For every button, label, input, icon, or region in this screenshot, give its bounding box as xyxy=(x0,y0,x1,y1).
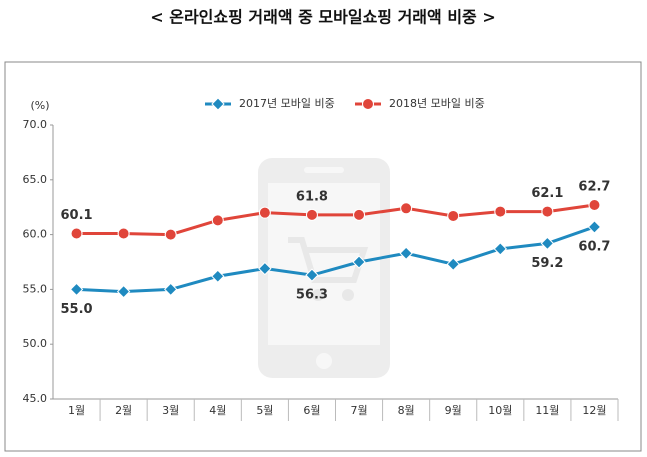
x-tick-label: 11월 xyxy=(535,404,559,417)
data-point xyxy=(447,209,460,222)
legend-item: 2017년 모바일 비중 xyxy=(205,96,335,111)
data-point xyxy=(258,261,272,276)
y-tick-label: 55.0 xyxy=(23,282,48,295)
y-unit: (%) xyxy=(30,99,49,112)
legend-item: 2018년 모바일 비중 xyxy=(355,96,485,110)
legend-label: 2018년 모바일 비중 xyxy=(389,96,485,110)
legend-label: 2017년 모바일 비중 xyxy=(239,96,335,110)
x-tick-label: 2월 xyxy=(115,404,132,417)
y-tick-label: 45.0 xyxy=(23,392,48,405)
data-point xyxy=(541,205,554,218)
data-label: 62.7 xyxy=(578,180,610,195)
series-line xyxy=(76,203,595,237)
data-label: 59.2 xyxy=(531,256,563,271)
data-label: 60.1 xyxy=(61,208,93,223)
y-tick-label: 65.0 xyxy=(23,173,48,186)
data-point xyxy=(353,208,366,221)
data-label: 61.8 xyxy=(296,189,328,204)
x-tick-label: 4월 xyxy=(209,404,226,417)
data-point xyxy=(258,206,271,219)
data-point xyxy=(493,242,507,256)
x-tick-label: 12월 xyxy=(582,404,606,417)
data-point xyxy=(399,246,413,260)
y-tick-label: 70.0 xyxy=(23,118,48,131)
data-label: 56.3 xyxy=(296,288,328,303)
data-point xyxy=(117,227,130,240)
data-point xyxy=(587,220,602,234)
data-point xyxy=(69,282,84,297)
x-tick-label: 9월 xyxy=(445,404,462,417)
data-point xyxy=(352,255,366,269)
x-tick-label: 6월 xyxy=(303,404,320,417)
data-point xyxy=(305,268,319,282)
data-point xyxy=(446,257,460,271)
data-point xyxy=(400,202,413,215)
data-point xyxy=(164,228,177,241)
x-tick-label: 5월 xyxy=(256,404,273,417)
data-point xyxy=(211,269,225,283)
x-tick-label: 7월 xyxy=(350,404,367,417)
x-tick-label: 10월 xyxy=(488,404,512,417)
legend-marker xyxy=(211,97,225,111)
legend-marker xyxy=(362,98,374,110)
data-label: 60.7 xyxy=(578,239,610,254)
data-point xyxy=(70,227,83,240)
series-line xyxy=(76,225,595,294)
data-point xyxy=(540,236,555,251)
data-point xyxy=(211,214,224,227)
y-tick-label: 50.0 xyxy=(23,337,48,350)
x-tick-label: 1월 xyxy=(68,404,85,417)
data-label: 55.0 xyxy=(61,302,93,317)
chart-title: < 온라인쇼핑 거래액 중 모바일쇼핑 거래액 비중 > xyxy=(150,8,496,27)
data-point xyxy=(305,208,318,221)
y-tick-label: 60.0 xyxy=(23,228,48,241)
data-point xyxy=(494,205,507,218)
data-label: 62.1 xyxy=(531,186,563,201)
x-tick-label: 3월 xyxy=(162,404,179,417)
data-point xyxy=(116,284,131,299)
data-point xyxy=(588,199,601,212)
data-point xyxy=(164,282,178,297)
x-tick-label: 8월 xyxy=(398,404,415,417)
